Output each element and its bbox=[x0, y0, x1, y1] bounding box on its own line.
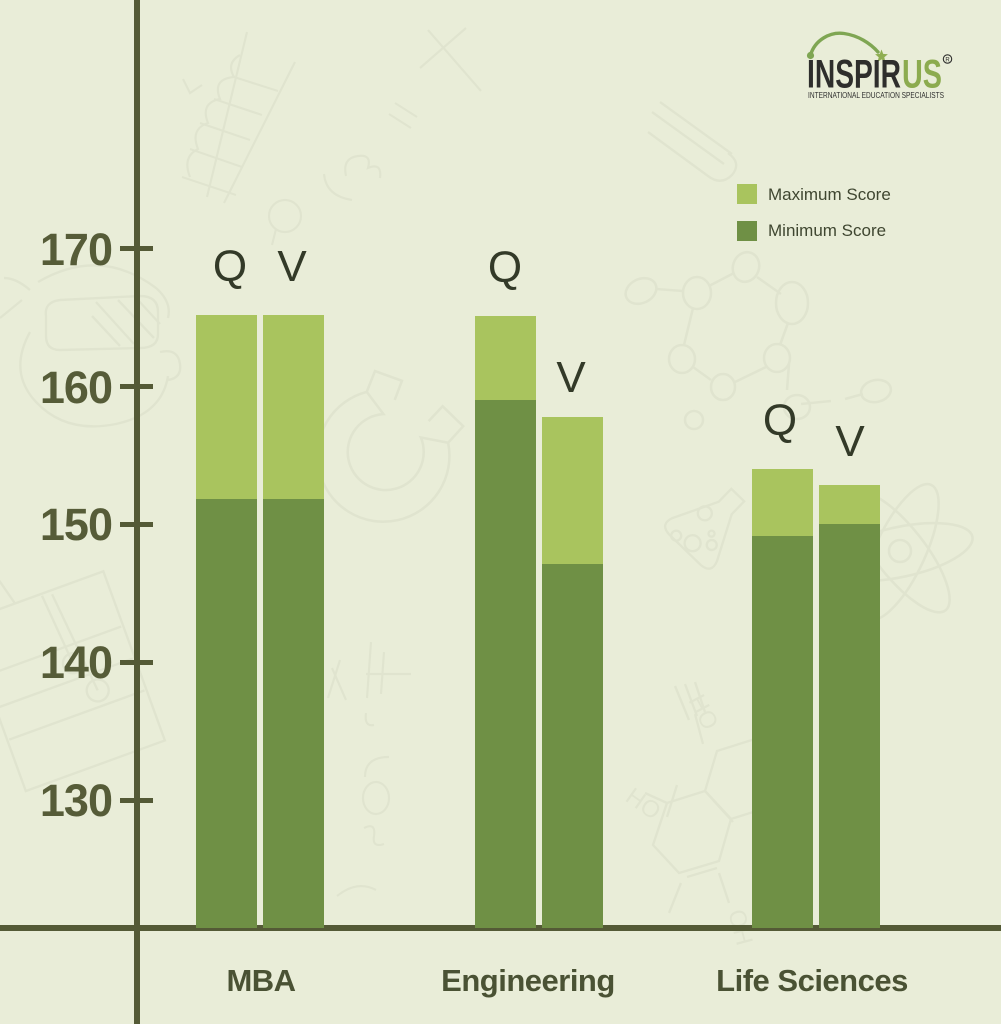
svg-text:US: US bbox=[902, 53, 942, 97]
svg-text:INSPIR: INSPIR bbox=[807, 53, 901, 97]
svg-text:INTERNATIONAL EDUCATION SPECIA: INTERNATIONAL EDUCATION SPECIALISTS bbox=[808, 90, 944, 100]
svg-text:HO: HO bbox=[621, 783, 666, 826]
svg-text:R: R bbox=[945, 58, 950, 64]
